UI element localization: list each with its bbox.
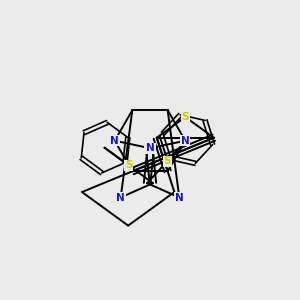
Text: N: N (175, 193, 184, 202)
Text: N: N (146, 143, 155, 153)
Text: S: S (182, 112, 189, 122)
Text: N: N (181, 136, 190, 146)
Text: S: S (125, 160, 133, 170)
Text: S: S (164, 156, 171, 166)
Text: N: N (145, 143, 154, 153)
Text: N: N (116, 193, 125, 202)
Text: N: N (110, 136, 119, 146)
